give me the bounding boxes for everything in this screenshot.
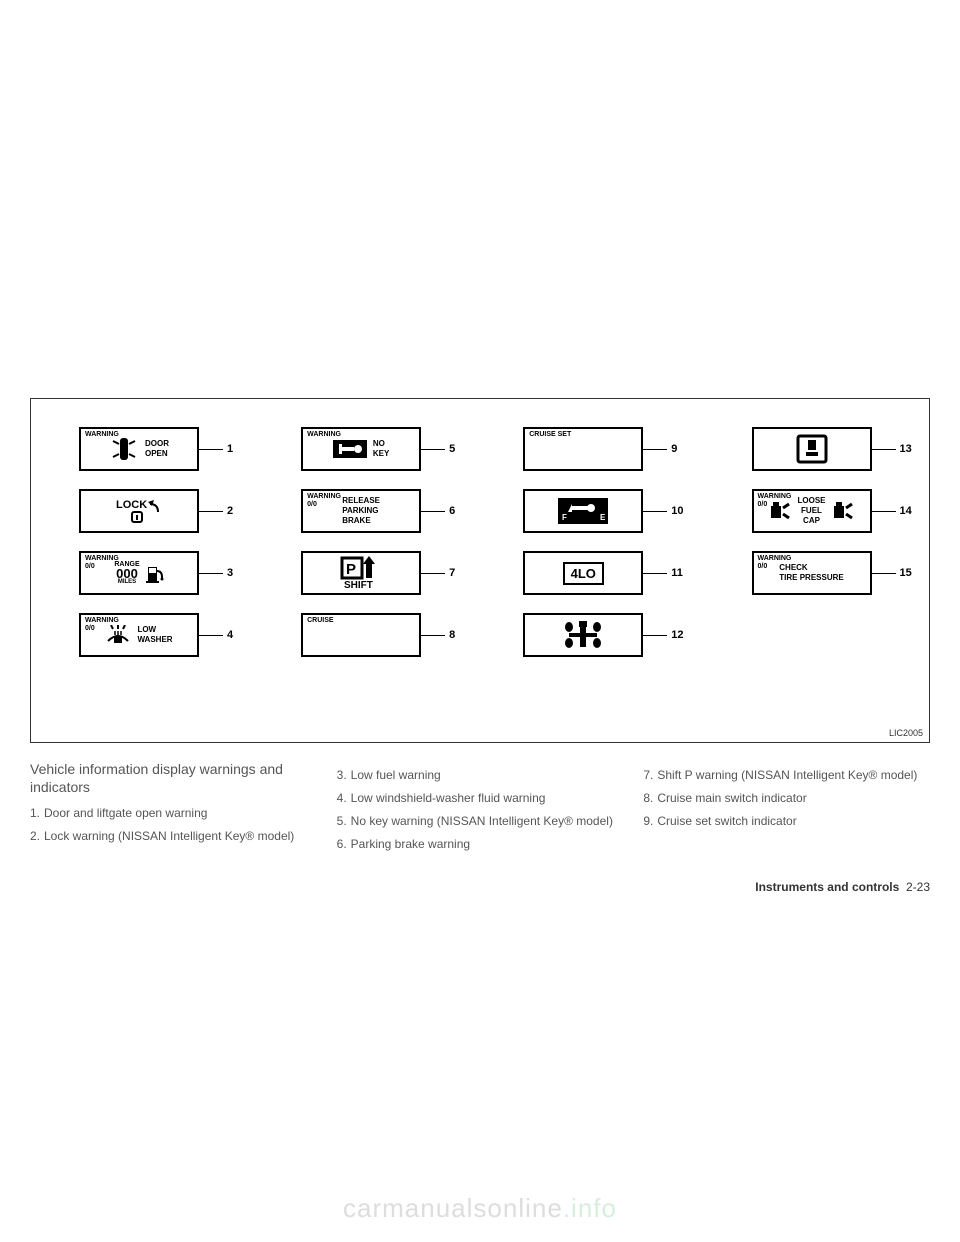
- leader-line: [643, 511, 667, 512]
- panel-number: 8: [449, 629, 455, 641]
- panel-cell: 13: [752, 427, 912, 471]
- panel-number: 11: [671, 567, 683, 579]
- panel-number: 14: [900, 505, 912, 517]
- leader-line: [643, 449, 667, 450]
- panel-cell: 4LO 11: [523, 551, 683, 595]
- warning-panel-8: CRUISE: [301, 613, 421, 657]
- warning-panel-4: WARNING0/0 LOWWASHER: [79, 613, 199, 657]
- panel-number: 12: [671, 629, 683, 641]
- svg-text:P: P: [346, 561, 356, 578]
- column-3: 7.Shift P warning (NISSAN Intelligent Ke…: [643, 760, 930, 860]
- text-columns: Vehicle information display warnings and…: [30, 760, 930, 860]
- panel-number: 7: [449, 567, 455, 579]
- warning-panel-5: WARNING NOKEY: [301, 427, 421, 471]
- page-footer: Instruments and controls 2-23: [755, 880, 930, 894]
- svg-text:SHIFT: SHIFT: [344, 580, 373, 590]
- column-2: 3.Low fuel warning 4.Low windshield-washe…: [337, 760, 624, 860]
- panel-cell: CRUISE 8: [301, 613, 455, 657]
- leader-line: [421, 449, 445, 450]
- leader-line: [199, 449, 223, 450]
- panel-number: 13: [900, 443, 912, 455]
- watermark-text1: carmanualsonline: [343, 1193, 563, 1223]
- watermark: carmanualsonline.info: [0, 1193, 960, 1224]
- list-item: 5.No key warning (NISSAN Intelligent Key…: [351, 814, 624, 829]
- panel-number: 15: [900, 567, 912, 579]
- warning-panel-9: CRUISE SET: [523, 427, 643, 471]
- panel-cell: F E 10: [523, 489, 683, 533]
- panel-number: 3: [227, 567, 233, 579]
- warning-panel-10: F E: [523, 489, 643, 533]
- panel-cell: [752, 613, 912, 657]
- panel-cell: LOCK 2: [79, 489, 233, 533]
- leader-line: [421, 635, 445, 636]
- warning-panel-12: [523, 613, 643, 657]
- leader-line: [872, 449, 896, 450]
- list-item: 7.Shift P warning (NISSAN Intelligent Ke…: [657, 768, 930, 783]
- warning-panel-7: P SHIFT: [301, 551, 421, 595]
- page: WARNING DOOROPEN 1 WARNING NOKEY 5 CRUISE SE…: [0, 0, 960, 1242]
- list-item: 4.Low windshield-washer fluid warning: [351, 791, 624, 806]
- warning-panel-14: WARNING0/0 LOOSEFUELCAP: [752, 489, 872, 533]
- warning-panel-2: LOCK: [79, 489, 199, 533]
- panel-number: 4: [227, 629, 233, 641]
- panel-number: 2: [227, 505, 233, 517]
- list-item: 1.Door and liftgate open warning: [44, 806, 317, 821]
- list-item: 8.Cruise main switch indicator: [657, 791, 930, 806]
- panel-number: 1: [227, 443, 233, 455]
- panel-cell: WARNING NOKEY 5: [301, 427, 455, 471]
- panel-cell: CRUISE SET 9: [523, 427, 683, 471]
- panel-cell: WARNING0/0RANGE000MILES 3: [79, 551, 233, 595]
- figure-label: LIC2005: [889, 728, 923, 738]
- list-col2: 3.Low fuel warning 4.Low windshield-washe…: [337, 768, 624, 852]
- watermark-text2: .info: [563, 1193, 617, 1223]
- svg-text:LOCK: LOCK: [116, 499, 147, 511]
- panel-number: 10: [671, 505, 683, 517]
- warning-panel-1: WARNING DOOROPEN: [79, 427, 199, 471]
- warning-panel-3: WARNING0/0RANGE000MILES: [79, 551, 199, 595]
- leader-line: [199, 635, 223, 636]
- list-item: 6.Parking brake warning: [351, 837, 624, 852]
- leader-line: [199, 511, 223, 512]
- leader-line: [421, 573, 445, 574]
- leader-line: [872, 511, 896, 512]
- warning-panel-13: [752, 427, 872, 471]
- list-item: 3.Low fuel warning: [351, 768, 624, 783]
- panel-cell: WARNING0/0RELEASEPARKINGBRAKE 6: [301, 489, 455, 533]
- panel-number: 9: [671, 443, 677, 455]
- footer-page: 2-23: [906, 880, 930, 894]
- warning-panel-15: WARNING0/0CHECKTIRE PRESSURE: [752, 551, 872, 595]
- list-col1: 1.Door and liftgate open warning 2.Lock w…: [30, 806, 317, 844]
- figure-frame: WARNING DOOROPEN 1 WARNING NOKEY 5 CRUISE SE…: [30, 398, 930, 743]
- warning-panel-6: WARNING0/0RELEASEPARKINGBRAKE: [301, 489, 421, 533]
- footer-section: Instruments and controls: [755, 880, 899, 894]
- warning-panel-11: 4LO: [523, 551, 643, 595]
- leader-line: [643, 573, 667, 574]
- leader-line: [421, 511, 445, 512]
- list-col3: 7.Shift P warning (NISSAN Intelligent Ke…: [643, 768, 930, 829]
- icon-grid: WARNING DOOROPEN 1 WARNING NOKEY 5 CRUISE SE…: [79, 427, 881, 657]
- panel-cell: WARNING DOOROPEN 1: [79, 427, 233, 471]
- leader-line: [199, 573, 223, 574]
- panel-number: 6: [449, 505, 455, 517]
- leader-line: [643, 635, 667, 636]
- leader-line: [872, 573, 896, 574]
- panel-cell: WARNING0/0 LOOSEFUELCAP 14: [752, 489, 912, 533]
- svg-text:E: E: [600, 513, 606, 522]
- list-item: 2.Lock warning (NISSAN Intelligent Key® …: [44, 829, 317, 844]
- panel-cell: WARNING0/0CHECKTIRE PRESSURE 15: [752, 551, 912, 595]
- list-item: 9.Cruise set switch indicator: [657, 814, 930, 829]
- column-1: Vehicle information display warnings and…: [30, 760, 317, 860]
- panel-cell: 12: [523, 613, 683, 657]
- panel-cell: P SHIFT 7: [301, 551, 455, 595]
- panel-number: 5: [449, 443, 455, 455]
- section-subhead: Vehicle information display warnings and…: [30, 760, 317, 796]
- panel-cell: WARNING0/0 LOWWASHER 4: [79, 613, 233, 657]
- svg-text:F: F: [562, 513, 567, 522]
